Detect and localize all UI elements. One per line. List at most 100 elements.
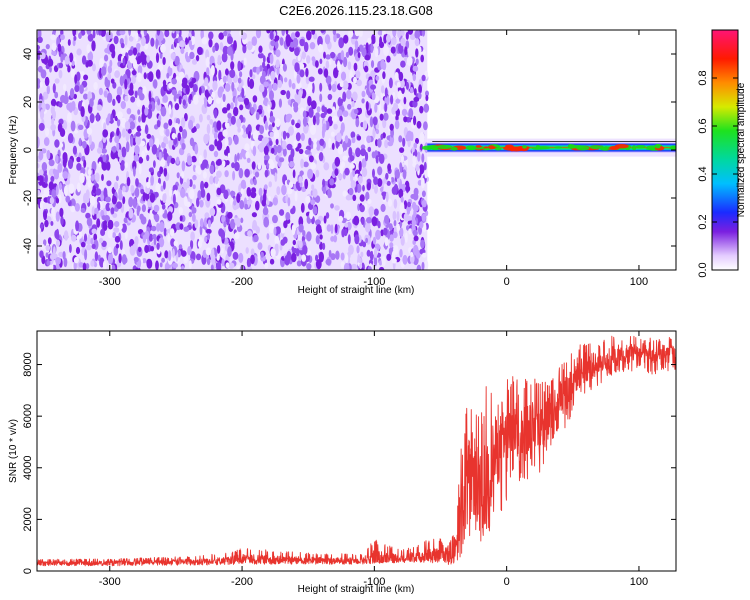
noise-speck xyxy=(303,41,309,53)
noise-speck xyxy=(263,145,269,156)
noise-speck xyxy=(80,106,85,118)
noise-speck xyxy=(315,60,319,68)
noise-speck xyxy=(291,82,296,90)
noise-speck xyxy=(157,64,164,71)
noise-speck xyxy=(141,112,146,124)
noise-speck xyxy=(70,68,75,79)
noise-speck xyxy=(171,78,177,85)
noise-speck xyxy=(356,79,362,87)
noise-speck xyxy=(245,247,249,254)
noise-speck xyxy=(293,104,299,113)
noise-speck xyxy=(175,30,180,34)
noise-speck xyxy=(284,77,288,83)
noise-speck xyxy=(78,262,84,268)
noise-speck xyxy=(160,185,164,192)
noise-speck xyxy=(197,46,203,56)
noise-speck xyxy=(266,233,270,240)
noise-speck xyxy=(239,71,243,78)
noise-speck xyxy=(111,264,116,270)
noise-speck xyxy=(351,137,356,144)
noise-speck xyxy=(258,143,262,151)
noise-speck xyxy=(114,235,121,243)
noise-speck xyxy=(179,223,184,230)
noise-speck xyxy=(293,37,299,48)
noise-speck xyxy=(122,57,126,66)
noise-speck xyxy=(40,244,45,250)
noise-speck xyxy=(148,138,154,148)
noise-speck xyxy=(218,69,222,81)
noise-speck xyxy=(238,168,244,179)
noise-speck xyxy=(116,142,120,152)
noise-speck xyxy=(146,55,151,63)
noise-speck xyxy=(58,251,64,257)
noise-speck xyxy=(319,138,325,146)
noise-speck xyxy=(290,32,296,40)
noise-speck xyxy=(331,115,338,123)
noise-speck xyxy=(233,40,237,51)
noise-speck xyxy=(69,88,75,99)
noise-speck xyxy=(399,248,403,258)
noise-speck xyxy=(55,184,59,196)
noise-speck xyxy=(347,61,352,70)
noise-speck xyxy=(268,181,273,188)
noise-speck xyxy=(384,141,388,148)
noise-speck xyxy=(168,82,173,89)
noise-speck xyxy=(168,104,172,115)
snr-x-ticks: -300 -200 -100 0 100 xyxy=(99,331,648,588)
noise-speck xyxy=(221,160,226,168)
noise-speck xyxy=(246,266,253,270)
noise-speck xyxy=(54,139,60,148)
noise-speck xyxy=(224,83,231,92)
noise-speck xyxy=(190,231,195,241)
noise-speck xyxy=(140,188,145,195)
noise-speck xyxy=(361,47,367,57)
noise-speck xyxy=(237,96,244,103)
noise-speck xyxy=(57,163,63,173)
noise-speck xyxy=(245,151,250,160)
noise-speck xyxy=(326,108,333,114)
noise-speck xyxy=(388,77,393,89)
noise-speck xyxy=(222,75,227,84)
noise-speck xyxy=(237,77,242,84)
noise-speck xyxy=(413,142,418,149)
noise-speck xyxy=(156,242,160,250)
noise-speck xyxy=(268,195,271,201)
noise-speck xyxy=(137,55,143,64)
noise-speck xyxy=(309,210,314,220)
noise-speck xyxy=(345,211,351,221)
noise-speck xyxy=(94,207,99,215)
noise-speck xyxy=(192,83,198,93)
noise-speck xyxy=(219,42,224,51)
noise-speck xyxy=(62,83,67,91)
noise-speck xyxy=(107,229,113,239)
noise-speck xyxy=(217,131,224,141)
noise-speck xyxy=(189,260,192,270)
noise-speck xyxy=(130,184,135,194)
noise-speck xyxy=(240,188,244,195)
noise-speck xyxy=(399,147,405,154)
noise-speck xyxy=(316,106,321,113)
noise-speck xyxy=(40,69,47,79)
noise-speck xyxy=(323,68,329,78)
noise-speck xyxy=(65,195,71,203)
noise-speck xyxy=(204,235,208,243)
noise-speck xyxy=(308,137,312,146)
noise-speck xyxy=(305,195,311,204)
noise-speck xyxy=(275,59,280,70)
noise-speck xyxy=(148,219,152,227)
noise-speck xyxy=(206,67,210,78)
noise-speck xyxy=(386,180,391,186)
noise-speck xyxy=(149,192,156,203)
noise-speck xyxy=(59,182,62,191)
noise-speck xyxy=(51,189,57,198)
noise-speck xyxy=(255,111,260,121)
noise-speck xyxy=(227,211,233,219)
noise-speck xyxy=(388,223,393,230)
noise-speck xyxy=(384,214,390,224)
noise-speck xyxy=(225,262,230,269)
noise-speck xyxy=(102,260,107,270)
noise-speck xyxy=(279,244,283,251)
noise-speck xyxy=(83,233,88,242)
noise-speck xyxy=(170,52,176,60)
noise-speck xyxy=(54,91,59,99)
